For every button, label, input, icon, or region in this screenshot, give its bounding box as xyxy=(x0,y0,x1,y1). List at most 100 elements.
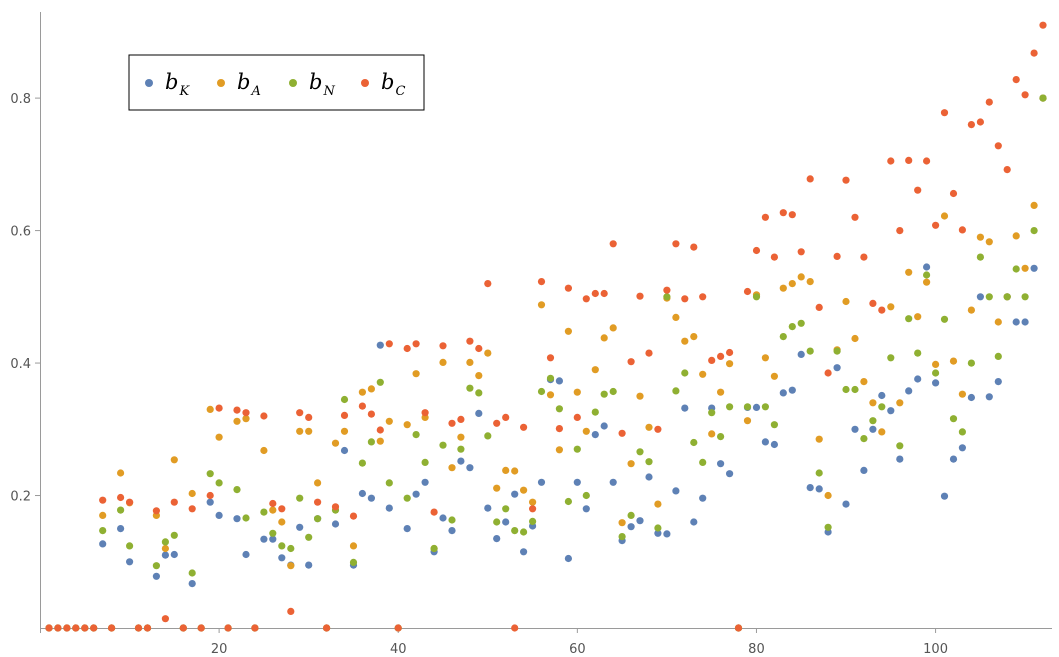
data-point-bA xyxy=(896,399,904,407)
data-point-bA xyxy=(618,519,626,527)
data-point-bK xyxy=(797,350,805,358)
data-point-bN xyxy=(896,442,904,450)
data-point-bN xyxy=(726,403,734,411)
data-point-bN xyxy=(878,403,886,411)
legend: bK bA bN bC xyxy=(128,54,425,111)
data-point-bC xyxy=(627,358,635,366)
data-point-bN xyxy=(529,517,537,526)
data-point-bK xyxy=(376,341,384,349)
data-point-bA xyxy=(591,366,599,374)
data-point-bC xyxy=(726,348,734,357)
data-point-bK xyxy=(851,425,859,433)
data-point-bK xyxy=(788,386,796,394)
data-point-bN xyxy=(717,433,725,441)
data-point-bK xyxy=(305,561,313,569)
data-point-bN xyxy=(743,403,752,411)
data-point-bN xyxy=(788,323,796,331)
data-point-bA xyxy=(645,423,653,431)
data-point-bK xyxy=(905,387,913,395)
data-point-bA xyxy=(457,433,465,441)
data-point-bN xyxy=(475,389,483,397)
data-point-bN xyxy=(770,421,779,429)
data-point-bA xyxy=(99,511,107,519)
data-point-bN xyxy=(314,515,322,523)
x-tick-label: 40 xyxy=(390,642,407,657)
data-point-bC xyxy=(896,227,904,235)
data-point-bC xyxy=(143,624,152,632)
data-point-bA xyxy=(878,428,886,436)
data-point-bC xyxy=(600,289,608,298)
data-point-bN xyxy=(761,403,770,411)
x-tick-label: 100 xyxy=(923,642,948,657)
data-point-bK xyxy=(994,378,1002,386)
data-point-bN xyxy=(654,524,662,532)
data-point-bK xyxy=(537,478,546,486)
data-point-bC xyxy=(251,624,259,632)
data-point-bK xyxy=(170,550,178,559)
data-point-bA xyxy=(484,349,492,357)
data-point-bK xyxy=(466,464,474,472)
data-point-bA xyxy=(349,542,358,550)
data-point-bC xyxy=(305,413,313,421)
data-point-bK xyxy=(958,444,967,452)
data-point-bC xyxy=(663,286,671,294)
data-point-bN xyxy=(564,497,573,506)
data-point-bA xyxy=(860,378,868,386)
data-point-bA xyxy=(797,273,805,281)
data-point-bC xyxy=(967,121,976,129)
data-point-bC xyxy=(511,624,519,632)
data-point-bN xyxy=(708,409,716,417)
data-point-bC xyxy=(743,287,752,296)
data-point-bN xyxy=(546,374,555,382)
axes xyxy=(40,12,1052,633)
data-point-bC xyxy=(923,157,931,165)
data-point-bC xyxy=(493,419,501,427)
data-point-bC xyxy=(717,352,725,360)
data-point-bK xyxy=(627,523,635,531)
data-point-bA xyxy=(555,446,564,454)
data-point-bA xyxy=(717,388,725,396)
data-point-bC xyxy=(878,306,886,314)
data-point-bN xyxy=(287,544,295,553)
data-point-bC xyxy=(376,426,384,434)
data-point-bK xyxy=(860,466,868,474)
data-point-bC xyxy=(502,413,510,421)
data-point-bN xyxy=(278,542,286,550)
data-point-bN xyxy=(340,395,349,404)
data-point-bC xyxy=(81,624,89,632)
data-point-bC xyxy=(609,240,617,248)
legend-label-bA: bA xyxy=(237,70,261,99)
data-point-bC xyxy=(448,419,456,427)
data-point-bK xyxy=(502,518,510,526)
data-point-bN xyxy=(242,514,250,522)
data-point-bC xyxy=(770,253,779,261)
data-point-bA xyxy=(932,360,940,368)
data-point-bA xyxy=(269,506,277,514)
data-point-bK xyxy=(564,554,573,563)
data-point-bN xyxy=(681,369,689,377)
data-point-bN xyxy=(152,562,160,570)
data-point-bK xyxy=(358,489,366,498)
data-point-bC xyxy=(439,342,447,350)
data-point-bC xyxy=(63,624,71,632)
data-point-bC xyxy=(529,505,537,513)
data-point-bA xyxy=(923,278,931,286)
data-point-bC xyxy=(582,295,590,303)
data-point-bC xyxy=(1039,21,1047,29)
data-point-bK xyxy=(161,551,169,559)
data-point-bC xyxy=(134,624,143,632)
data-point-bC xyxy=(618,429,626,437)
y-tick-label: 0.4 xyxy=(10,357,31,372)
data-point-bC xyxy=(645,349,653,357)
data-point-bK xyxy=(976,293,985,301)
data-point-bN xyxy=(421,458,429,466)
data-point-bN xyxy=(117,506,125,514)
data-point-bC xyxy=(520,423,528,431)
data-point-bN xyxy=(349,558,358,567)
data-point-bA xyxy=(824,491,832,500)
data-point-bA xyxy=(699,370,707,378)
data-point-bN xyxy=(914,349,922,357)
data-point-bK xyxy=(126,558,134,566)
data-point-bN xyxy=(582,491,590,500)
data-point-bA xyxy=(529,498,537,506)
